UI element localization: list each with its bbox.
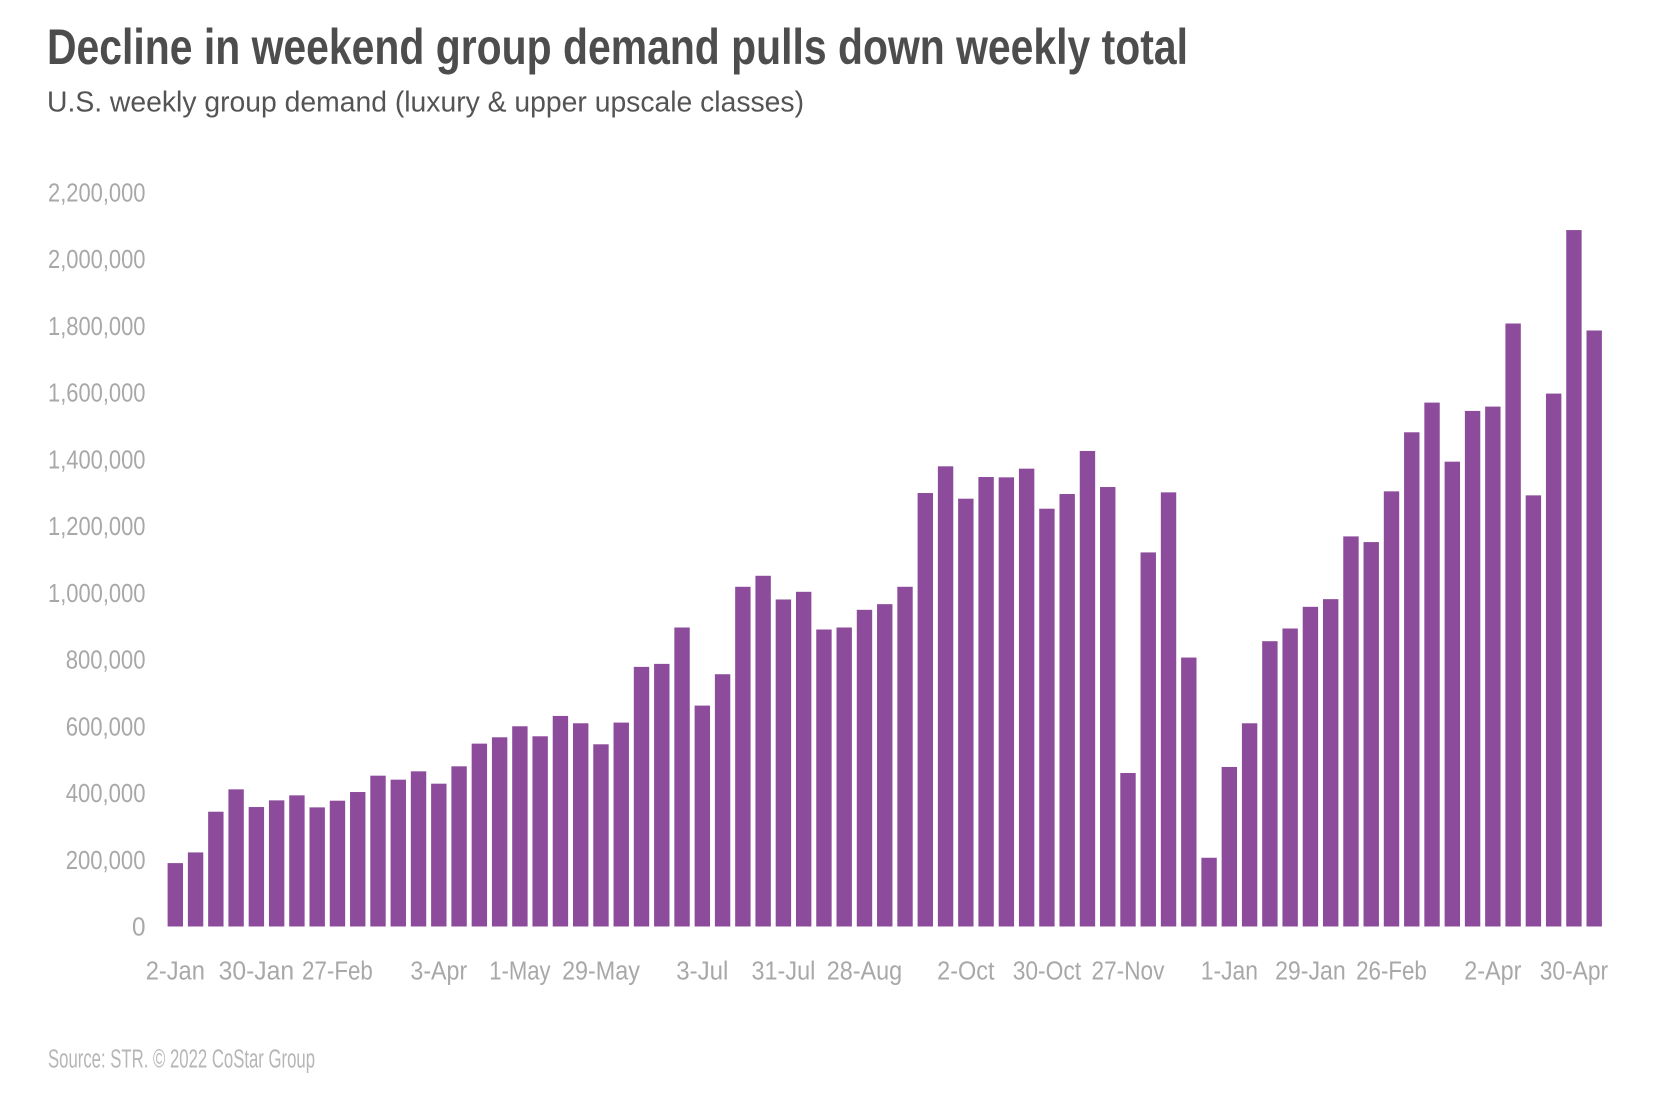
svg-text:600,000: 600,000	[66, 713, 146, 741]
svg-text:1-Jan: 1-Jan	[1201, 958, 1258, 986]
svg-text:2,200,000: 2,200,000	[48, 179, 146, 207]
svg-text:31-Jul: 31-Jul	[752, 958, 816, 986]
svg-text:2-Jan: 2-Jan	[146, 958, 205, 986]
svg-text:400,000: 400,000	[66, 780, 146, 808]
svg-text:U.S. weekly group demand (luxu: U.S. weekly group demand (luxury & upper…	[47, 87, 804, 119]
svg-text:1,200,000: 1,200,000	[48, 513, 146, 541]
svg-text:28-Aug: 28-Aug	[827, 958, 902, 986]
svg-text:3-Jul: 3-Jul	[676, 958, 728, 986]
svg-text:2,000,000: 2,000,000	[48, 246, 146, 274]
svg-text:0: 0	[132, 914, 146, 942]
svg-text:1-May: 1-May	[489, 958, 551, 986]
svg-text:2-Oct: 2-Oct	[937, 958, 994, 986]
svg-text:30-Jan: 30-Jan	[219, 958, 295, 986]
svg-text:200,000: 200,000	[66, 847, 146, 875]
svg-text:3-Apr: 3-Apr	[410, 958, 467, 986]
svg-text:29-Jan: 29-Jan	[1275, 958, 1346, 986]
svg-text:800,000: 800,000	[66, 647, 146, 675]
svg-text:1,800,000: 1,800,000	[48, 313, 146, 341]
svg-text:1,600,000: 1,600,000	[48, 380, 146, 408]
svg-text:2-Apr: 2-Apr	[1464, 958, 1522, 986]
svg-text:29-May: 29-May	[562, 958, 640, 986]
svg-text:30-Apr: 30-Apr	[1540, 958, 1609, 986]
svg-text:1,400,000: 1,400,000	[48, 446, 146, 474]
svg-text:Source: STR. © 2022 CoStar Gro: Source: STR. © 2022 CoStar Group	[48, 1046, 315, 1074]
svg-text:26-Feb: 26-Feb	[1356, 958, 1427, 986]
svg-text:27-Nov: 27-Nov	[1092, 958, 1165, 986]
svg-text:27-Feb: 27-Feb	[302, 958, 373, 986]
svg-text:1,000,000: 1,000,000	[48, 580, 146, 608]
svg-text:30-Oct: 30-Oct	[1013, 958, 1081, 986]
svg-text:Decline in weekend group deman: Decline in weekend group demand pulls do…	[47, 19, 1188, 75]
